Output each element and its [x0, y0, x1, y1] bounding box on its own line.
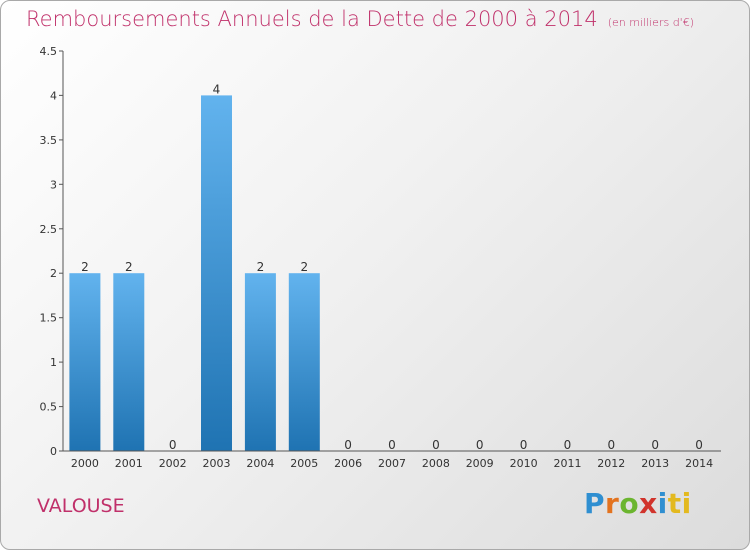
- bar-2001: [113, 273, 145, 451]
- value-label-2003: 4: [213, 82, 221, 96]
- x-tick-2013: 2013: [641, 457, 669, 470]
- value-label-2002: 0: [169, 438, 177, 452]
- value-label-2000: 2: [81, 260, 89, 274]
- y-tick-label: 1: [50, 356, 57, 369]
- value-label-2007: 0: [388, 438, 396, 452]
- y-tick-label: 2.5: [40, 223, 58, 236]
- value-label-2012: 0: [607, 438, 615, 452]
- value-label-2004: 2: [257, 260, 265, 274]
- y-tick-label: 0: [50, 445, 57, 458]
- x-tick-2014: 2014: [685, 457, 713, 470]
- chart-title-text: Remboursements Annuels de la Dette de 20…: [26, 7, 598, 31]
- x-tick-2009: 2009: [466, 457, 494, 470]
- value-label-2006: 0: [344, 438, 352, 452]
- x-tick-2008: 2008: [422, 457, 450, 470]
- chart-title: Remboursements Annuels de la Dette de 20…: [26, 7, 694, 31]
- y-tick-label: 3.5: [40, 134, 58, 147]
- bar-2003: [201, 95, 232, 452]
- value-label-2008: 0: [432, 438, 440, 452]
- value-label-2010: 0: [520, 438, 528, 452]
- y-tick-label: 4: [50, 89, 57, 102]
- value-labels-group: 2 2 0 4 2 2 0 0 0 0 0 0 0 0 0: [81, 82, 703, 452]
- x-tick-2012: 2012: [597, 457, 625, 470]
- y-tick-label: 2: [50, 267, 57, 280]
- chart-unit-note: (en milliers d'€): [607, 16, 694, 29]
- value-label-2009: 0: [476, 438, 484, 452]
- bar-2005: [288, 273, 320, 451]
- x-tick-2011: 2011: [554, 457, 582, 470]
- x-tick-2007: 2007: [378, 457, 406, 470]
- proxiti-logo[interactable]: Proxiti: [584, 487, 692, 520]
- value-label-2013: 0: [651, 438, 659, 452]
- axes-group: 2000 2001 2002 2003 2004 2005 2006 2007 2008 2009…: [40, 45, 721, 470]
- x-tick-2010: 2010: [510, 457, 538, 470]
- y-tick-label: 4.5: [40, 45, 58, 58]
- commune-name: VALOUSE: [37, 495, 125, 517]
- bar-2000: [69, 273, 101, 451]
- x-tick-2002: 2002: [159, 457, 187, 470]
- y-tick-label: 3: [50, 178, 57, 191]
- x-tick-2000: 2000: [71, 457, 99, 470]
- bars-group: [69, 95, 320, 452]
- x-tick-2005: 2005: [290, 457, 318, 470]
- value-label-2005: 2: [300, 260, 308, 274]
- x-tick-2006: 2006: [334, 457, 362, 470]
- value-label-2011: 0: [564, 438, 572, 452]
- x-tick-2004: 2004: [246, 457, 274, 470]
- y-tick-label: 0.5: [40, 401, 58, 414]
- value-label-2001: 2: [125, 260, 133, 274]
- value-label-2014: 0: [695, 438, 703, 452]
- x-tick-2001: 2001: [115, 457, 143, 470]
- y-tick-label: 1.5: [40, 312, 58, 325]
- x-tick-2003: 2003: [203, 457, 231, 470]
- bar-2004: [244, 273, 276, 451]
